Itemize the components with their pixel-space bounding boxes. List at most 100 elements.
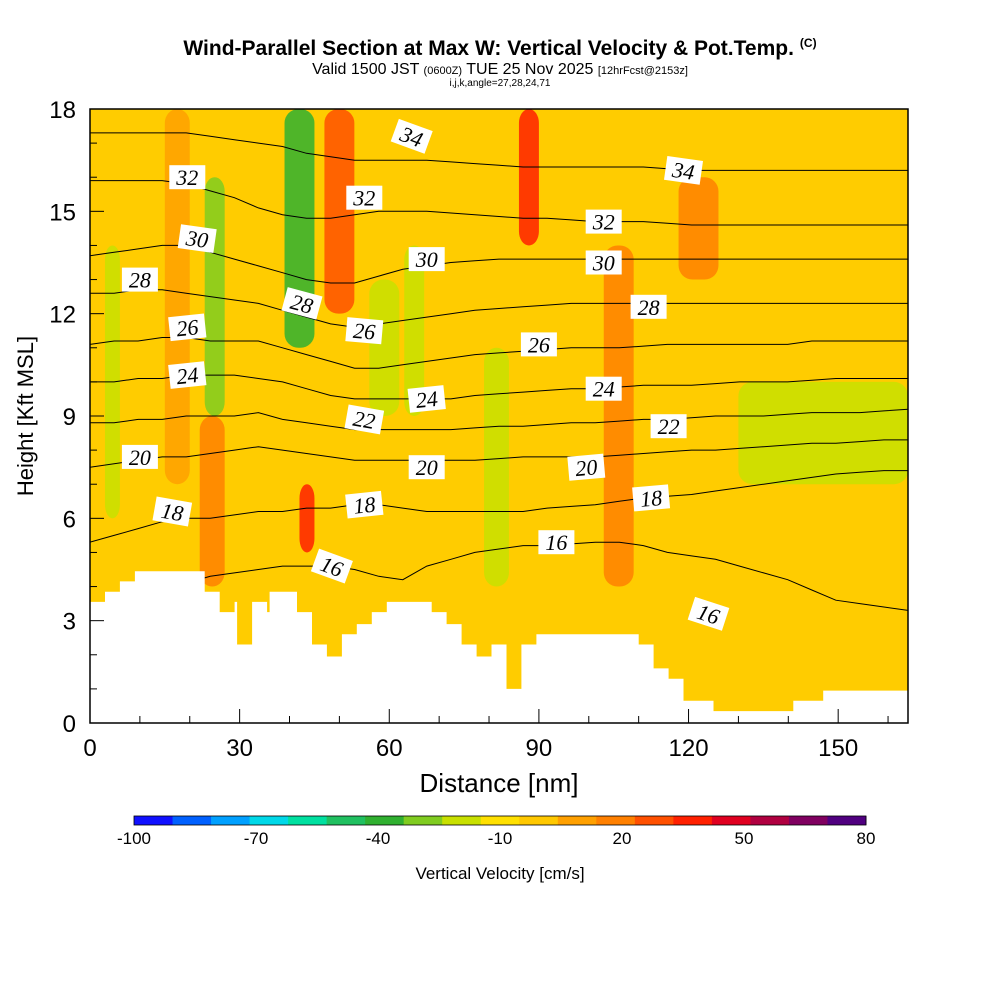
velocity-band — [518, 109, 539, 246]
contour-label-box — [281, 287, 323, 320]
contour-label-text: 16 — [545, 530, 567, 555]
contour-label-text: 30 — [184, 225, 210, 253]
contour-label-text: 18 — [352, 492, 376, 519]
utc-time: (0600Z) — [423, 65, 463, 77]
colorbar-swatch — [134, 816, 174, 825]
velocity-band — [369, 279, 400, 416]
colorbar-tick-label: -40 — [366, 829, 391, 848]
contour-label: 24 — [168, 361, 207, 389]
colorbar-tick-label: 20 — [613, 829, 632, 848]
contour-label-text: 32 — [592, 210, 615, 235]
contour-label-box — [168, 361, 207, 389]
contour-label: 18 — [632, 484, 671, 512]
contour-label-text: 20 — [416, 455, 438, 480]
colorbar-tick-label: -100 — [117, 829, 151, 848]
contour-label-box — [121, 444, 158, 469]
valid-date: TUE 25 Nov 2025 — [466, 61, 594, 78]
x-tick-label: 0 — [83, 735, 96, 762]
contour-label-text: 26 — [528, 332, 550, 357]
velocity-band — [199, 416, 225, 587]
colorbar-tick-label: 50 — [735, 829, 754, 848]
contour-label: 16 — [538, 530, 575, 555]
colorbar-swatch — [596, 816, 636, 825]
velocity-band — [404, 245, 425, 416]
colorbar-swatch — [365, 816, 405, 825]
contour-label: 26 — [168, 313, 207, 342]
contour-label-box — [121, 267, 158, 292]
contour-label-text: 32 — [352, 186, 375, 211]
colorbar-swatch — [172, 816, 212, 825]
theta-contour-24 — [90, 374, 908, 400]
colorbar-swatch — [673, 816, 713, 825]
colorbar-swatch — [519, 816, 559, 825]
contour-label-text: 26 — [175, 314, 199, 341]
contour-label-box — [585, 376, 622, 401]
colorbar-swatch — [750, 816, 790, 825]
contour-label-box — [407, 385, 446, 413]
contour-label-text: 18 — [639, 485, 663, 512]
contour-label-box — [169, 165, 206, 190]
colorbar-swatch — [211, 816, 251, 825]
contour-label-box — [687, 596, 730, 631]
theta-contour-34 — [90, 132, 908, 171]
contour-label-box — [630, 294, 667, 319]
contour-label-text: 24 — [415, 386, 439, 413]
velocity-band — [738, 381, 908, 485]
contour-label-text: 20 — [574, 454, 598, 481]
colorbar-tick-label: -70 — [244, 829, 269, 848]
contour-label-box — [408, 247, 445, 272]
contour-label: 20 — [408, 455, 445, 480]
contour-label: 34 — [664, 156, 703, 185]
contour-label: 18 — [152, 496, 193, 527]
contour-label: 16 — [687, 596, 730, 631]
contour-label-box — [538, 530, 575, 555]
contour-label: 22 — [344, 404, 385, 435]
contour-label: 22 — [650, 414, 687, 439]
forecast-info: [12hrFcst@2153z] — [597, 65, 688, 77]
y-axis-label: Height [Kft MSL] — [13, 336, 38, 496]
theta-contour-20 — [90, 439, 908, 468]
contour-label-text: 34 — [670, 157, 696, 185]
velocity-band — [299, 484, 315, 553]
copyright-text: (C) — [799, 36, 817, 50]
y-tick-label: 15 — [49, 199, 76, 226]
contour-label-text: 22 — [658, 414, 680, 439]
x-tick-label: 90 — [526, 735, 553, 762]
contour-label-box — [345, 490, 384, 519]
colorbar-swatch — [634, 816, 674, 825]
contour-label: 30 — [177, 224, 217, 253]
contour-label-box — [345, 317, 384, 345]
colorbar-tick-label: 80 — [857, 829, 876, 848]
y-tick-label: 6 — [63, 506, 76, 533]
contour-label-text: 18 — [159, 498, 185, 526]
contour-label: 30 — [585, 250, 622, 276]
theta-contour-30 — [90, 244, 908, 284]
theta-contour-22 — [90, 408, 908, 431]
contour-label: 20 — [567, 453, 606, 481]
contour-label-text: 28 — [129, 268, 151, 293]
valid-prefix: Valid 1500 JST — [312, 61, 420, 78]
x-tick-label: 30 — [226, 735, 253, 762]
contour-label-box — [168, 313, 207, 342]
contour-label-text: 30 — [592, 251, 615, 276]
velocity-band — [484, 347, 509, 587]
theta-contour-28 — [90, 289, 908, 328]
contour-label: 30 — [408, 247, 445, 272]
colorbar-title: Vertical Velocity [cm/s] — [415, 864, 585, 883]
x-tick-label: 60 — [376, 735, 403, 762]
x-tick-label: 150 — [818, 735, 858, 762]
contour-label: 26 — [520, 332, 557, 357]
contour-label-text: 24 — [593, 377, 615, 402]
colorbar-swatch — [326, 816, 366, 825]
indices-line: i,j,k,angle=27,28,24,71 — [449, 78, 551, 89]
colorbar-swatch — [480, 816, 520, 825]
velocity-band — [678, 177, 719, 280]
colorbar-swatch — [403, 816, 443, 825]
contour-label-box — [585, 209, 622, 234]
title-text: Wind-Parallel Section at Max W: Vertical… — [183, 37, 794, 60]
colorbar-swatch — [557, 816, 597, 825]
theta-contour-16 — [90, 541, 908, 611]
theta-contour-26 — [90, 337, 908, 369]
colorbar-swatch — [788, 816, 828, 825]
contour-label-box — [310, 548, 353, 584]
